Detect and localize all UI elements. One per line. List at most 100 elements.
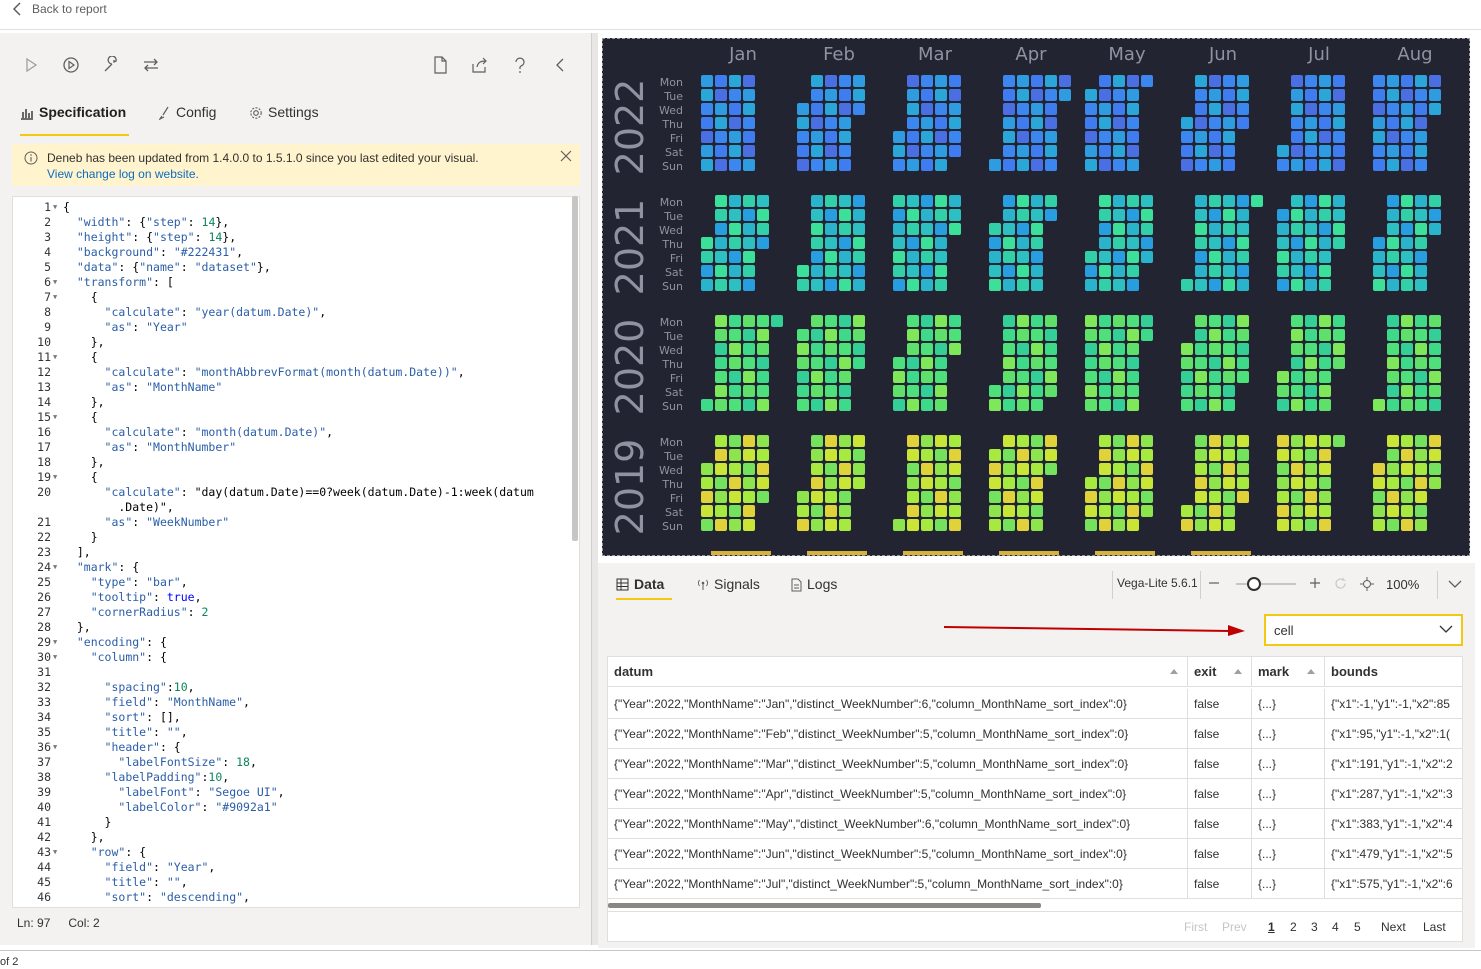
day-cell [1031,265,1043,277]
day-cell [935,357,947,369]
divider [1112,571,1113,599]
repair-icon[interactable] [101,55,121,75]
pager-page-5[interactable]: 5 [1354,920,1361,934]
fold-toggle-icon[interactable]: ▼ [53,473,58,481]
day-cell [1045,357,1057,369]
day-cell [1291,75,1303,87]
day-cell [1319,435,1331,447]
export-icon[interactable] [470,55,490,75]
tab-signals[interactable]: Signals [697,576,760,600]
column-header-exit[interactable]: exit [1188,657,1252,687]
day-cell [1387,519,1399,531]
panel-splitter[interactable] [592,33,598,945]
reset-zoom-icon[interactable] [1334,577,1347,590]
weekday-label: Fri [670,372,683,385]
day-cell [1017,131,1029,143]
day-cell [1085,343,1097,355]
help-icon[interactable] [510,55,530,75]
day-cell [729,329,741,341]
day-cell [743,357,755,369]
day-cell [757,237,769,249]
fit-to-screen-icon[interactable] [1360,577,1374,591]
fold-toggle-icon[interactable]: ▼ [53,203,58,211]
tab-logs[interactable]: Logs [791,576,837,600]
annotation-arrow [943,625,1245,636]
pager-first[interactable]: First [1184,920,1208,934]
day-cell [839,371,851,383]
day-cell [921,463,933,475]
collapse-panel-icon[interactable] [550,55,570,75]
dataset-select[interactable]: cell [1264,614,1463,646]
new-spec-icon[interactable] [430,55,450,75]
column-header-datum[interactable]: datum [608,657,1188,687]
day-cell [1031,357,1043,369]
fold-toggle-icon[interactable]: ▼ [53,848,58,856]
day-cell [907,505,919,517]
pager-page-3[interactable]: 3 [1311,920,1318,934]
pager-next[interactable]: Next [1381,920,1406,934]
day-cell [1127,251,1139,263]
auto-apply-icon[interactable] [61,55,81,75]
tab-config[interactable]: Config [159,104,216,136]
day-cell [811,195,823,207]
back-to-report-link[interactable]: Back to report [12,0,107,18]
pager-page-4[interactable]: 4 [1332,920,1339,934]
json-editor[interactable]: 1 ▼ 2 3 4 5 6 ▼ 7 ▼ 8 9 10 11 ▼ 12 13 14 15 ▼ 16 17 18 19 ▼ 20 21 2… [12,196,580,908]
fold-toggle-icon[interactable]: ▼ [53,293,58,301]
fold-toggle-icon[interactable]: ▼ [53,353,58,361]
day-cell [921,75,933,87]
day-cell [743,89,755,101]
zoom-out-icon[interactable] [1208,577,1220,589]
day-cell [853,449,865,461]
fold-toggle-icon[interactable]: ▼ [53,653,58,661]
pager-last[interactable]: Last [1423,920,1446,934]
fold-toggle-icon[interactable]: ▼ [53,563,58,571]
day-cell [907,343,919,355]
sort-ascending-icon[interactable] [1233,668,1243,675]
editor-scrollbar[interactable] [572,196,578,541]
tab-specification[interactable]: Specification [20,104,129,136]
day-cell [825,435,837,447]
column-header-bounds[interactable]: bounds [1325,657,1462,687]
zoom-slider-knob[interactable] [1247,577,1261,591]
day-cell [907,399,919,411]
zoom-in-icon[interactable] [1309,577,1321,589]
line-number: 28 [37,620,51,634]
pager-page-2[interactable]: 2 [1290,920,1297,934]
pager-prev[interactable]: Prev [1222,920,1247,934]
day-cell [1333,329,1345,341]
day-cell [711,551,771,555]
column-header-mark[interactable]: mark [1252,657,1325,687]
day-cell [1429,477,1441,489]
day-cell [1415,491,1427,503]
day-cell [1277,385,1289,397]
zoom-slider[interactable] [1236,577,1296,591]
line-number: 13 [37,380,51,394]
day-cell [1045,103,1057,115]
fold-toggle-icon[interactable]: ▼ [53,743,58,751]
day-cell [811,463,823,475]
fold-toggle-icon[interactable]: ▼ [53,278,58,286]
day-cell [1387,399,1399,411]
sort-ascending-icon[interactable] [1169,668,1179,675]
day-cell [825,477,837,489]
close-icon[interactable] [560,150,572,162]
swap-icon[interactable] [141,55,161,75]
code-line: "labelColor": "#9092a1" [118,800,278,814]
fold-toggle-icon[interactable]: ▼ [53,638,58,646]
day-cell [1127,357,1139,369]
change-log-link[interactable]: View change log on website. [47,167,199,181]
run-icon[interactable] [21,55,41,75]
weekday-label: Sun [662,400,683,413]
tab-data[interactable]: Data [616,576,672,600]
table-horizontal-scrollbar[interactable] [608,903,1041,908]
pager-page-1[interactable]: 1 [1268,920,1275,934]
table-cell-mark: {...} [1252,809,1325,839]
tab-settings[interactable]: Settings [249,104,319,136]
calendar-heatmap-visual[interactable]: Jan Feb Mar Apr May Jun Jul Aug 2022 Mon Tue Wed Thu… [602,38,1470,556]
day-cell [1127,371,1139,383]
chevron-down-icon[interactable] [1448,580,1462,589]
sort-ascending-icon[interactable] [1306,668,1316,675]
fold-toggle-icon[interactable]: ▼ [53,413,58,421]
line-number: 11 [37,350,51,364]
